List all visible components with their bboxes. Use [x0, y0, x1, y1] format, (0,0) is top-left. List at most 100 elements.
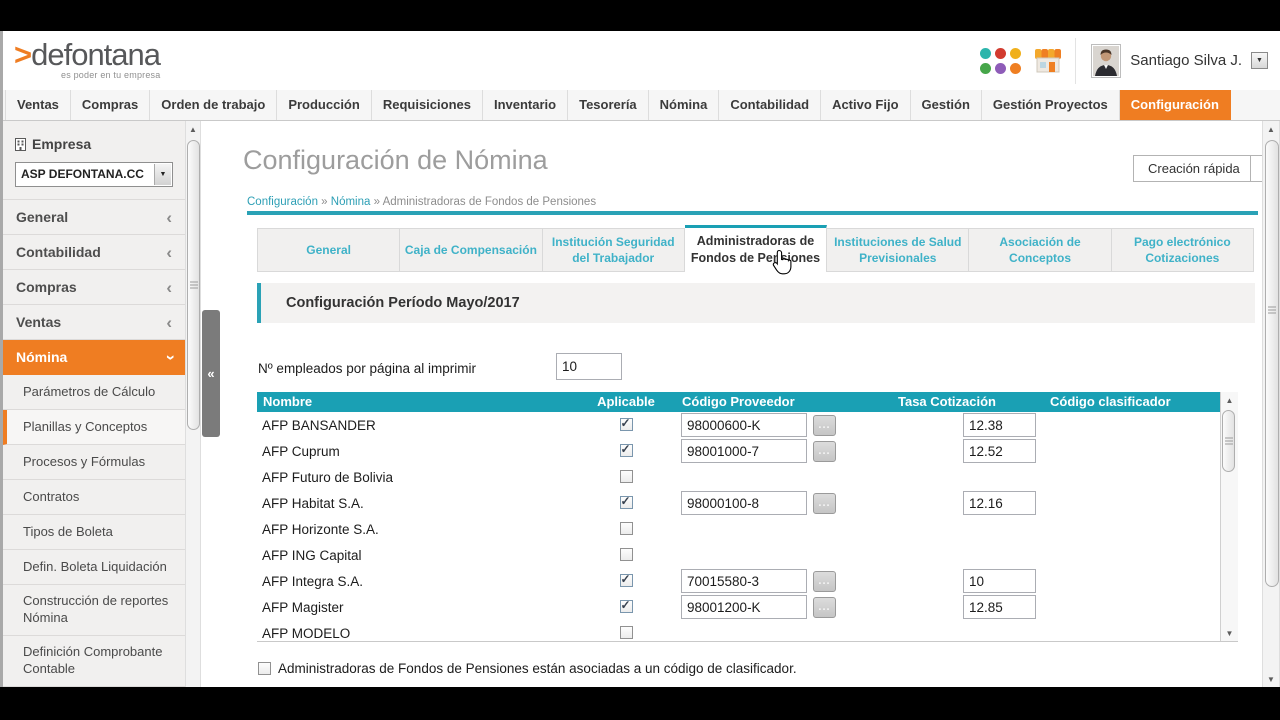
aplicable-checkbox[interactable] [619, 626, 633, 640]
sidebar-section-label: General [16, 209, 69, 225]
menu-item-nomina[interactable]: Nómina [649, 90, 720, 120]
aplicable-cell: ✓ [590, 416, 662, 434]
tab-institucion-seguridad-del-trabajador[interactable]: Institución Seguridad del Trabajador [542, 228, 685, 272]
lookup-button[interactable]: ... [813, 596, 836, 618]
sidebar-item-defin-boleta-liquidacion[interactable]: Defin. Boleta Liquidación [3, 550, 185, 585]
select-dropdown-button[interactable]: ▼ [154, 164, 171, 185]
tab-caja-de-compensacion[interactable]: Caja de Compensación [400, 228, 543, 272]
lookup-button[interactable]: ... [813, 492, 836, 514]
table-scrollbar-thumb[interactable] [1222, 410, 1235, 472]
codigo-proveedor-cell: ... [662, 413, 860, 437]
aplicable-cell: ✓ [590, 442, 662, 460]
sidebar-scrollbar-thumb[interactable] [187, 140, 200, 430]
sidebar-item-procesos-y-formulas[interactable]: Procesos y Fórmulas [3, 445, 185, 480]
quick-create-button[interactable]: Creación rápida [1133, 155, 1255, 182]
codigo-proveedor-input[interactable] [681, 439, 807, 463]
tasa-cotizacion-input[interactable] [963, 569, 1036, 593]
check-icon: ✓ [620, 598, 631, 613]
app-dot-icon [1010, 62, 1022, 74]
app-dot-icon [1010, 47, 1022, 59]
breadcrumb-link-configuracion[interactable]: Configuración [247, 196, 318, 208]
clasificador-checkbox[interactable] [258, 662, 271, 675]
sidebar-item-parametros-de-calculo[interactable]: Parámetros de Cálculo [3, 375, 185, 410]
scroll-up-icon[interactable]: ▲ [1267, 124, 1275, 134]
menu-item-compras[interactable]: Compras [71, 90, 151, 120]
menu-item-gestion-proyectos[interactable]: Gestión Proyectos [982, 90, 1120, 120]
aplicable-checkbox[interactable]: ✓ [619, 598, 633, 614]
menu-item-produccion[interactable]: Producción [277, 90, 372, 120]
sidebar-section-compras[interactable]: Compras ‹ [3, 270, 185, 305]
tab-general[interactable]: General [257, 228, 401, 272]
scroll-up-icon[interactable]: ▲ [1225, 395, 1234, 405]
clipped-action-button[interactable]: A [1250, 155, 1262, 182]
aplicable-checkbox[interactable]: ✓ [619, 494, 633, 510]
aplicable-checkbox[interactable]: ✓ [619, 416, 633, 432]
menu-item-ventas[interactable]: Ventas [5, 90, 71, 120]
sidebar-item-planillas-y-conceptos[interactable]: Planillas y Conceptos [3, 410, 185, 445]
chevron-down-icon: ‹ [159, 354, 179, 360]
table-row: AFP Magister ✓... [257, 594, 1220, 620]
breadcrumb-link-nomina[interactable]: Nómina [330, 196, 371, 208]
table-row: AFP Habitat S.A. ✓... [257, 490, 1220, 516]
tab-label: Pago electrónico Cotizaciones [1133, 234, 1231, 265]
lookup-button[interactable]: ... [813, 570, 836, 592]
tab-administradoras-de-fondos-de-pensiones[interactable]: Administradoras de Fondos de Pensiones [684, 225, 828, 272]
logo-tagline: es poder en tu empresa [61, 70, 161, 80]
sidebar-item-construccion-de-reportes-nomina[interactable]: Construcción de reportes Nómina [3, 585, 185, 636]
sidebar-scrollbar[interactable]: ▲ [185, 121, 201, 687]
sidebar-section-general[interactable]: General ‹ [3, 200, 185, 235]
apps-launcher-button[interactable] [980, 47, 1022, 74]
aplicable-checkbox[interactable] [619, 548, 633, 562]
store-icon[interactable] [1034, 48, 1062, 74]
page-scrollbar-thumb[interactable] [1265, 140, 1279, 587]
aplicable-checkbox[interactable] [619, 522, 633, 536]
tasa-cotizacion-input[interactable] [963, 413, 1036, 437]
table-row: AFP MODELO [257, 620, 1220, 641]
sidebar-item-tipos-de-boleta[interactable]: Tipos de Boleta [3, 515, 185, 550]
tab-pago-electronico-cotizaciones[interactable]: Pago electrónico Cotizaciones [1111, 228, 1254, 272]
scroll-down-icon[interactable]: ▼ [1225, 628, 1234, 638]
menu-item-configuracion[interactable]: Configuración [1119, 90, 1231, 120]
tab-instituciones-de-salud-previsionales[interactable]: Instituciones de Salud Previsionales [827, 228, 970, 272]
sidebar-collapse-button[interactable]: « [202, 310, 220, 437]
main-content: Configuración de Nómina Creación rápida … [222, 121, 1262, 687]
sidebar-item-definicion-comprobante-contable[interactable]: Definición Comprobante Contable [3, 636, 185, 687]
aplicable-checkbox[interactable] [619, 470, 633, 484]
menu-item-activo-fijo[interactable]: Activo Fijo [821, 90, 911, 120]
scroll-up-icon[interactable]: ▲ [189, 124, 197, 134]
tasa-cotizacion-input[interactable] [963, 439, 1036, 463]
menu-item-orden-de-trabajo[interactable]: Orden de trabajo [150, 90, 278, 120]
codigo-proveedor-input[interactable] [681, 491, 807, 515]
aplicable-checkbox[interactable]: ✓ [619, 442, 633, 458]
scroll-down-icon[interactable]: ▼ [1267, 674, 1275, 684]
employees-per-page-input[interactable] [556, 353, 622, 380]
sidebar-section-nomina[interactable]: Nómina ‹ [3, 340, 185, 375]
afp-name: AFP MODELO [262, 625, 351, 641]
column-header-tasa-cotizacion: Tasa Cotización [897, 394, 996, 409]
menu-item-contabilidad[interactable]: Contabilidad [719, 90, 822, 120]
company-select[interactable]: ASP DEFONTANA.CC ▼ [15, 162, 173, 187]
aplicable-cell [590, 624, 662, 641]
sidebar-section-ventas[interactable]: Ventas ‹ [3, 305, 185, 340]
codigo-proveedor-input[interactable] [681, 595, 807, 619]
page-scrollbar[interactable]: ▲ ▼ [1262, 121, 1280, 687]
app-dot-icon [980, 62, 992, 74]
afp-name: AFP Futuro de Bolivia [262, 469, 394, 485]
menu-item-tesoreria[interactable]: Tesorería [568, 90, 649, 120]
tab-asociacion-de-conceptos[interactable]: Asociación de Conceptos [969, 228, 1112, 272]
aplicable-checkbox[interactable]: ✓ [619, 572, 633, 588]
table-scrollbar[interactable]: ▲ ▼ [1220, 392, 1238, 641]
menu-item-requisiciones[interactable]: Requisiciones [372, 90, 483, 120]
tasa-cotizacion-input[interactable] [963, 595, 1036, 619]
tasa-cotizacion-input[interactable] [963, 491, 1036, 515]
lookup-button[interactable]: ... [813, 414, 836, 436]
menu-item-inventario[interactable]: Inventario [483, 90, 569, 120]
sidebar-item-contratos[interactable]: Contratos [3, 480, 185, 515]
table-row: AFP ING Capital [257, 542, 1220, 568]
codigo-proveedor-input[interactable] [681, 413, 807, 437]
codigo-proveedor-input[interactable] [681, 569, 807, 593]
lookup-button[interactable]: ... [813, 440, 836, 462]
user-dropdown-button[interactable]: ▼ [1251, 52, 1268, 69]
menu-item-gestion[interactable]: Gestión [911, 90, 982, 120]
sidebar-section-contabilidad[interactable]: Contabilidad ‹ [3, 235, 185, 270]
